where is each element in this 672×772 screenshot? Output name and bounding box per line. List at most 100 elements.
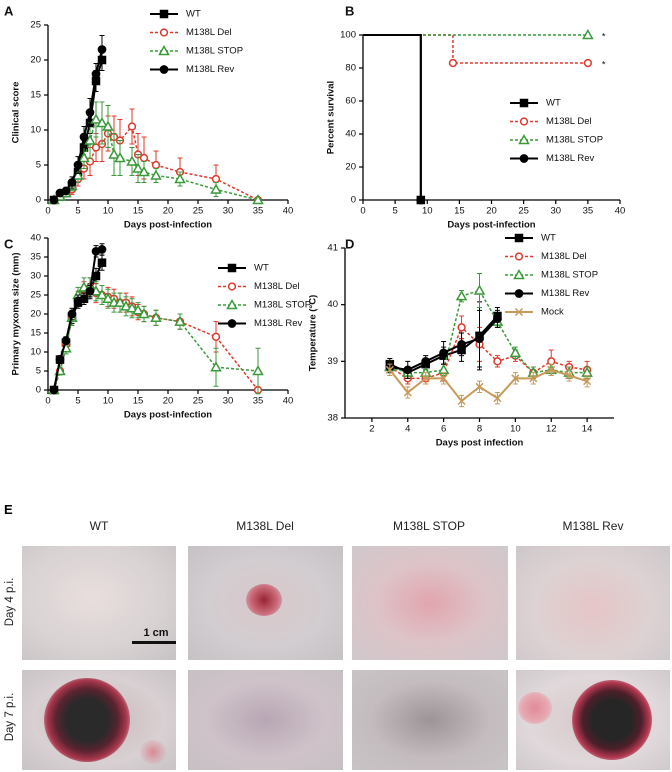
y-axis-title: Clinical score (11, 82, 22, 144)
legend-marker (159, 28, 169, 37)
legend-marker (519, 98, 529, 108)
marker (547, 365, 556, 374)
panel-letter: A (4, 3, 14, 18)
marker (138, 307, 150, 319)
marker (421, 374, 430, 383)
marker (139, 153, 149, 163)
marker (85, 286, 95, 296)
legend-label: M138L Rev (186, 64, 234, 75)
x-tick-label: 30 (550, 206, 561, 217)
x-tick-label: 30 (223, 206, 234, 217)
column-header: M138L Del (236, 519, 294, 533)
legend-marker (519, 117, 529, 126)
row-label: Day 4 p.i. (4, 577, 16, 627)
x-tick-label: 5 (75, 396, 80, 407)
y-tick-label: 41 (327, 243, 338, 254)
photo (352, 546, 508, 660)
x-tick-label: 40 (283, 206, 294, 217)
legend-marker (226, 298, 238, 310)
x-tick-label: 40 (615, 206, 626, 217)
legend-label: M138L STOP (541, 270, 598, 281)
marker (61, 336, 71, 345)
y-tick-label: 25 (30, 290, 41, 301)
x-tick-label: 8 (477, 424, 482, 435)
marker (150, 311, 162, 323)
lesion (246, 584, 282, 616)
marker (120, 300, 132, 311)
marker (473, 284, 486, 295)
x-tick-label: 35 (253, 396, 264, 407)
legend-label: M138L Rev (541, 288, 589, 299)
legend-marker (158, 44, 170, 56)
x-axis-title: Days post-infection (124, 220, 212, 231)
marker (132, 304, 144, 315)
marker (79, 294, 89, 304)
x-tick-label: 20 (163, 206, 174, 217)
photo (516, 546, 670, 660)
x-tick-label: 20 (486, 206, 497, 217)
y-tick-label: 0 (351, 195, 356, 206)
marker (102, 120, 114, 131)
lesion (518, 692, 552, 724)
marker (49, 385, 59, 395)
marker (252, 364, 264, 376)
y-tick-label: 15 (30, 328, 41, 339)
x-tick-label: 25 (518, 206, 529, 217)
y-tick-label: 15 (30, 90, 41, 101)
marker (211, 174, 221, 184)
marker (85, 108, 95, 117)
x-tick-label: 6 (441, 424, 446, 435)
marker (439, 348, 448, 358)
legend-marker (227, 263, 237, 273)
legend-marker (159, 9, 169, 19)
column-header: M138L Rev (562, 519, 624, 533)
annotation: * (602, 32, 606, 43)
panel-letter: C (4, 236, 14, 251)
marker (114, 296, 126, 307)
y-tick-label: 35 (30, 252, 41, 263)
marker (211, 332, 221, 341)
marker (403, 388, 412, 397)
legend-marker (514, 252, 524, 261)
x-tick-label: 35 (253, 206, 264, 217)
marker (72, 169, 84, 180)
x-tick-label: 15 (454, 206, 465, 217)
x-tick-label: 10 (103, 396, 114, 407)
marker (385, 365, 394, 374)
marker (151, 160, 161, 170)
x-tick-label: 5 (392, 206, 397, 217)
marker (583, 58, 593, 68)
y-tick-label: 100 (340, 30, 356, 41)
marker (127, 122, 137, 131)
x-tick-label: 20 (163, 396, 174, 407)
y-tick-label: 80 (345, 63, 356, 74)
marker (475, 382, 484, 391)
marker (439, 374, 448, 383)
marker (73, 160, 83, 170)
marker (403, 365, 413, 375)
marker (79, 132, 89, 142)
y-tick-label: 25 (30, 20, 41, 31)
legend-label: M138L Del (546, 116, 592, 127)
marker (252, 193, 264, 205)
marker (49, 195, 59, 205)
marker (84, 134, 96, 145)
marker (91, 69, 101, 79)
marker (114, 151, 126, 163)
y-tick-label: 5 (36, 366, 41, 377)
legend-label: M138L Del (186, 27, 232, 38)
legend-label: M138L Rev (546, 153, 594, 164)
legend-marker (227, 282, 237, 291)
legend-marker (519, 154, 529, 163)
marker (509, 346, 522, 358)
marker (61, 186, 71, 196)
y-axis-title: Percent survival (326, 81, 337, 154)
legend-label: M138L STOP (186, 46, 243, 57)
y-axis-title: Primary myxoma size (mm) (11, 252, 22, 375)
y-tick-label: 5 (36, 160, 41, 171)
y-tick-label: 40 (30, 233, 41, 244)
marker (150, 169, 162, 180)
x-tick-label: 2 (369, 424, 374, 435)
marker (90, 113, 102, 124)
